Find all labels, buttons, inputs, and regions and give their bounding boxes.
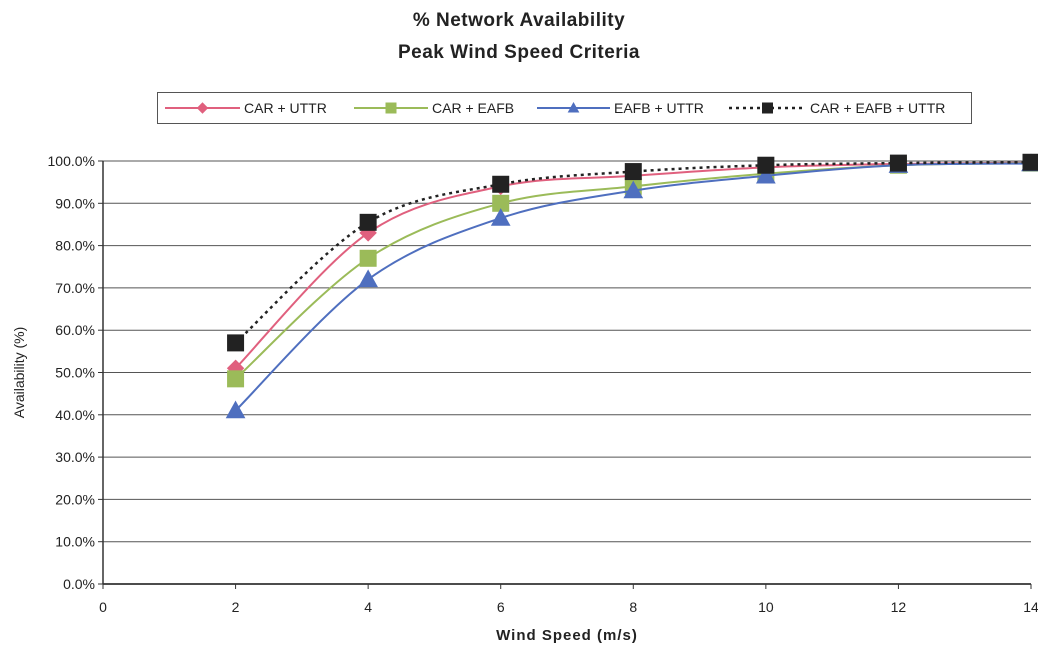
y-tick-label: 100.0% — [48, 153, 95, 169]
x-axis-title: Wind Speed (m/s) — [496, 627, 638, 644]
legend-label: CAR + EAFB + UTTR — [810, 100, 945, 116]
y-tick-label: 90.0% — [55, 195, 95, 211]
y-tick-label: 10.0% — [55, 534, 95, 550]
legend-marker — [385, 102, 397, 114]
legend-marker — [196, 102, 209, 114]
chart-title: % Network Availability — [412, 10, 626, 31]
x-tick-label: 2 — [232, 599, 240, 615]
data-point — [623, 180, 644, 199]
y-tick-label: 40.0% — [55, 407, 95, 423]
legend-item: EAFB + UTTR — [537, 100, 704, 116]
y-tick-label: 70.0% — [55, 280, 95, 296]
data-point — [757, 156, 775, 174]
legend-label: EAFB + UTTR — [614, 100, 704, 116]
data-point — [492, 175, 510, 193]
series-2 — [225, 153, 1038, 419]
x-tick-label: 0 — [99, 599, 107, 615]
legend-item: CAR + UTTR — [165, 100, 327, 116]
y-tick-label: 30.0% — [55, 449, 95, 465]
legend-item: CAR + EAFB + UTTR — [729, 100, 945, 116]
x-tick-label: 8 — [629, 599, 637, 615]
legend-label: CAR + UTTR — [244, 100, 327, 116]
data-point — [225, 400, 246, 419]
legend — [157, 92, 972, 124]
x-tick-label: 14 — [1023, 599, 1038, 615]
data-point — [359, 213, 377, 231]
x-tick-label: 10 — [758, 599, 774, 615]
series-3 — [227, 153, 1038, 352]
x-tick-label: 4 — [364, 599, 372, 615]
legend-marker — [762, 102, 773, 114]
legend-marker — [567, 101, 580, 113]
x-tick-label: 12 — [891, 599, 907, 615]
legend-label: CAR + EAFB — [432, 100, 514, 116]
chart-subtitle: Peak Wind Speed Criteria — [397, 42, 640, 63]
legend-item: CAR + EAFB — [354, 100, 514, 116]
data-point — [227, 334, 245, 352]
data-point — [624, 163, 642, 181]
series-line — [234, 162, 1032, 412]
y-axis-title: Availability (%) — [11, 327, 27, 419]
y-tick-label: 0.0% — [63, 576, 95, 592]
data-point — [1022, 153, 1038, 171]
data-point — [490, 208, 511, 226]
data-point — [227, 370, 245, 388]
data-point — [359, 249, 377, 267]
y-tick-label: 20.0% — [55, 491, 95, 507]
data-point — [358, 269, 378, 288]
y-tick-label: 60.0% — [55, 322, 95, 338]
data-point — [756, 165, 776, 184]
x-tick-label: 6 — [497, 599, 505, 615]
data-point — [889, 154, 907, 172]
y-tick-label: 80.0% — [55, 238, 95, 254]
y-tick-label: 50.0% — [55, 365, 95, 381]
